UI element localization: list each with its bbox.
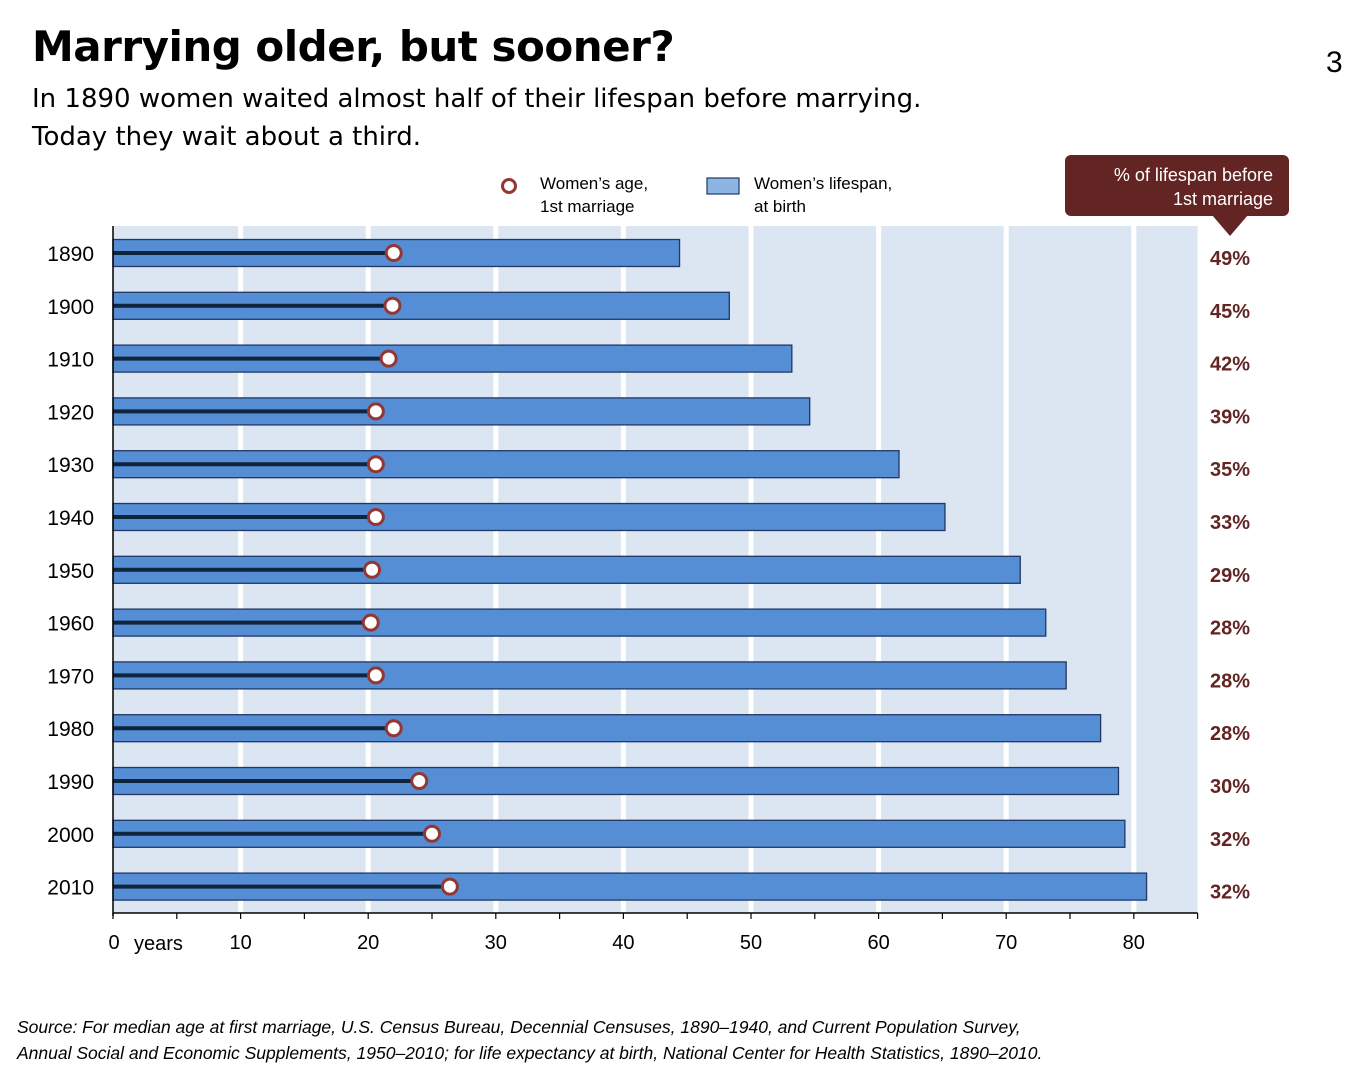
x-axis-label: years [134,933,183,955]
percent-label: 28% [1210,618,1250,640]
y-tick-label: 1970 [47,665,94,688]
x-tick-label: 40 [612,932,634,954]
marriage-age-marker [366,402,385,421]
x-tick-label: 30 [485,932,507,954]
percent-label: 49% [1210,248,1250,270]
source-note: Source: For median age at first marriage… [17,1014,1042,1066]
y-tick-label: 1920 [47,401,94,424]
x-tick-label: 50 [740,932,762,954]
marriage-age-marker [440,877,459,896]
legend-bar-swatch [706,177,740,195]
source-line: Annual Social and Economic Supplements, … [17,1043,1043,1063]
chart-title: Marrying older, but sooner? [32,22,675,71]
legend-bar-label: at birth [754,197,806,216]
marriage-age-marker [363,560,382,579]
y-tick-label: 1910 [47,349,94,372]
legend-bar-label: Women’s lifespan, [754,174,892,193]
x-tick-label: 80 [1123,932,1145,954]
lifespan-bar [112,502,946,532]
plot-area: 1890 49% 1900 45% 1910 42% 1920 39% 1930 35% 1940 3… [47,226,1250,954]
y-tick-label: 1990 [47,771,94,794]
y-tick-label: 1980 [47,718,94,741]
slide-number: 3 [1326,46,1343,79]
y-tick-label: 1930 [47,454,94,477]
percent-label: 39% [1210,406,1250,428]
marriage-age-marker [423,824,441,843]
y-tick-label: 2010 [47,877,94,900]
y-tick-label: 2000 [47,824,94,847]
callout-box [1065,155,1289,216]
legend-marker-label: Women’s age, [540,174,648,193]
subtitle-line: Today they wait about a third. [32,122,422,152]
marriage-age-marker [410,772,429,790]
marriage-age-marker [366,666,385,685]
subtitle-line: In 1890 women waited almost half of thei… [32,84,922,114]
legend-marker-icon [501,178,517,194]
percent-label: 32% [1210,882,1250,904]
callout-text: % of lifespan before [1114,165,1273,185]
marriage-age-marker [384,719,403,738]
y-tick-label: 1900 [47,296,94,319]
percent-label: 29% [1210,565,1250,587]
callout-text: 1st marriage [1173,189,1273,209]
x-tick-label: 10 [229,932,251,954]
marriage-age-marker [361,613,380,632]
percent-label: 45% [1210,301,1250,323]
percent-label: 35% [1210,459,1250,481]
chart: 1890 49% 1900 45% 1910 42% 1920 39% 1930 35% 1940 3… [47,155,1289,955]
x-tick-label: 0 [108,932,119,954]
y-tick-label: 1890 [47,243,94,266]
marriage-age-marker [379,349,398,368]
percent-label: 33% [1210,512,1250,534]
x-tick-label: 20 [357,932,379,954]
percent-label: 30% [1210,776,1250,798]
legend-marker-label: 1st marriage [540,197,634,216]
percent-label: 28% [1210,723,1250,745]
percent-label: 28% [1210,670,1250,692]
callout-pointer [1212,215,1248,236]
y-tick-label: 1940 [47,507,94,530]
marriage-age-marker [384,244,403,262]
y-tick-label: 1960 [47,613,94,636]
legend: Women’s age, 1st marriage Women’s lifesp… [501,174,892,216]
percent-label: 32% [1210,829,1250,851]
chart-subtitle: In 1890 women waited almost half of thei… [32,80,921,156]
marriage-age-marker [366,508,385,526]
marriage-age-marker [383,296,402,315]
x-tick-label: 60 [867,932,889,954]
source-line: Source: For median age at first marriage… [17,1017,1021,1037]
y-tick-label: 1950 [47,560,94,583]
marriage-age-marker [366,455,385,474]
percent-label: 42% [1210,354,1250,376]
x-tick-label: 70 [995,932,1017,954]
percent-header-callout: % of lifespan before 1st marriage [1065,155,1289,236]
